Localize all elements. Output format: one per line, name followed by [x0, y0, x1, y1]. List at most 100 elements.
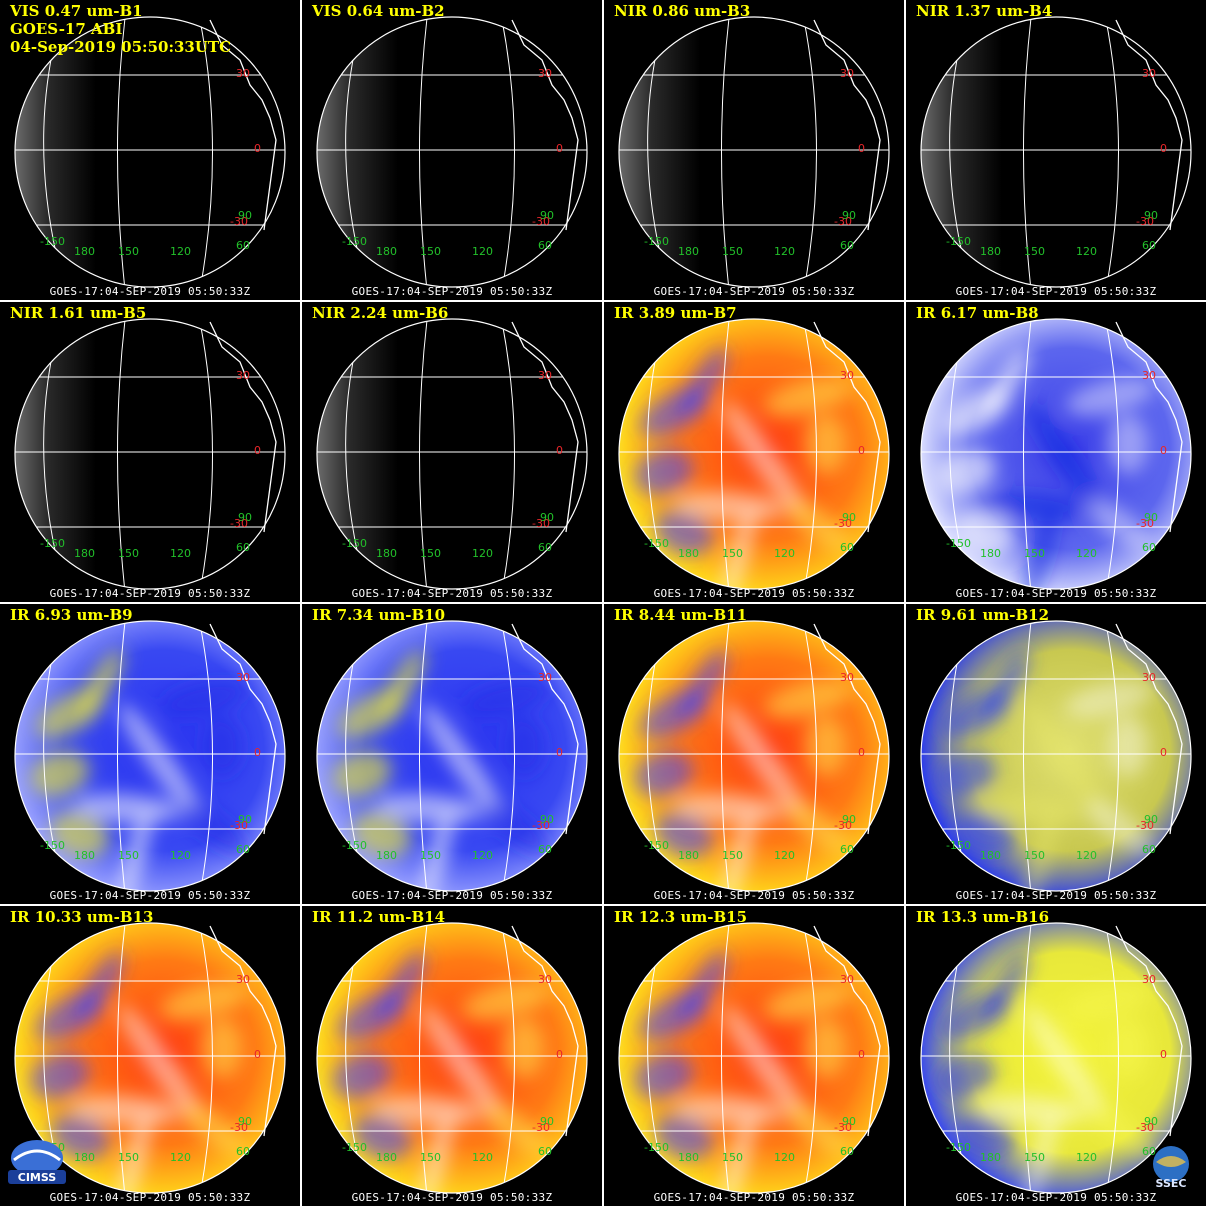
image-timestamp-footer: GOES-17:04-SEP-2019 05:50:33Z	[653, 889, 855, 902]
image-timestamp-footer: GOES-17:04-SEP-2019 05:50:33Z	[351, 1191, 553, 1204]
graticule	[619, 923, 889, 1193]
globe-image	[920, 16, 1192, 288]
longitude-label: -150	[40, 537, 65, 550]
globe-image	[618, 620, 890, 892]
graticule	[317, 319, 587, 589]
longitude-label: 60	[538, 843, 552, 856]
latitude-label: 30	[538, 67, 552, 80]
band-panel: IR 11.2 um-B14 30 0 -30 -150 180 150 120 60 90 GOE…	[302, 906, 602, 1206]
latitude-label: -30	[1136, 819, 1154, 832]
globe-image	[316, 922, 588, 1194]
longitude-label: 120	[170, 547, 191, 560]
longitude-label: 120	[774, 1151, 795, 1164]
latitude-label: 0	[254, 1048, 261, 1061]
longitude-label: 120	[472, 547, 493, 560]
latitude-label: 30	[840, 973, 854, 986]
longitude-label: 90	[842, 511, 856, 524]
band-title: IR 11.2 um-B14	[312, 908, 446, 926]
latitude-label: -30	[230, 215, 248, 228]
longitude-label: 150	[420, 547, 441, 560]
longitude-label: -150	[644, 1141, 669, 1154]
scan-time: 04-Sep-2019 05:50:33UTC	[10, 38, 232, 56]
longitude-label: 180	[74, 849, 95, 862]
band-title: IR 12.3 um-B15	[614, 908, 748, 926]
longitude-label: -150	[342, 537, 367, 550]
graticule	[15, 17, 285, 287]
latitude-label: 30	[1142, 67, 1156, 80]
longitude-label: 180	[678, 849, 699, 862]
latitude-label: -30	[532, 517, 550, 530]
band-panel: IR 3.89 um-B7 30 0 -30 -150 180 150 120 60 90 GOES…	[604, 302, 904, 602]
globe-image	[618, 922, 890, 1194]
image-timestamp-footer: GOES-17:04-SEP-2019 05:50:33Z	[955, 1191, 1157, 1204]
coastline	[813, 19, 881, 231]
latitude-label: -30	[230, 819, 248, 832]
image-timestamp-footer: GOES-17:04-SEP-2019 05:50:33Z	[351, 285, 553, 298]
longitude-label: 90	[842, 813, 856, 826]
longitude-label: -150	[342, 839, 367, 852]
longitude-label: 150	[1024, 1151, 1045, 1164]
longitude-label: 150	[722, 547, 743, 560]
longitude-label: 150	[118, 245, 139, 258]
longitude-label: 60	[538, 541, 552, 554]
ssec-logo: SSEC	[1140, 1142, 1202, 1192]
latitude-label: 30	[840, 67, 854, 80]
image-timestamp-footer: GOES-17:04-SEP-2019 05:50:33Z	[351, 587, 553, 600]
latitude-label: 0	[254, 142, 261, 155]
latitude-label: 0	[858, 1048, 865, 1061]
earth-disk	[317, 319, 587, 589]
latitude-label: 0	[1160, 142, 1167, 155]
band-panel: VIS 0.64 um-B2 30 0 -30 -150 180 150 120 60 90 GOE…	[302, 0, 602, 300]
longitude-label: 180	[678, 245, 699, 258]
globe-image	[14, 16, 286, 288]
latitude-label: -30	[1136, 1121, 1154, 1134]
band-panel: IR 9.61 um-B12 30 0 -30 -150 180 150 120 60 90 GOE…	[906, 604, 1206, 904]
graticule	[619, 319, 889, 589]
longitude-label: 180	[74, 245, 95, 258]
image-timestamp-footer: GOES-17:04-SEP-2019 05:50:33Z	[955, 587, 1157, 600]
longitude-label: 120	[472, 245, 493, 258]
graticule	[15, 319, 285, 589]
coastline	[511, 321, 579, 533]
coastline	[209, 19, 277, 231]
longitude-label: 90	[238, 1115, 252, 1128]
band-title: NIR 1.37 um-B4	[916, 2, 1053, 20]
longitude-label: 180	[980, 1151, 1001, 1164]
graticule	[921, 923, 1191, 1193]
band-panel: NIR 2.24 um-B6 30 0 -30 -150 180 150 120 60 90 GOE…	[302, 302, 602, 602]
latitude-label: 0	[858, 746, 865, 759]
longitude-label: -150	[644, 537, 669, 550]
longitude-label: 90	[540, 511, 554, 524]
longitude-label: 60	[1142, 239, 1156, 252]
band-title: IR 7.34 um-B10	[312, 606, 446, 624]
latitude-label: 30	[840, 671, 854, 684]
coastline	[1115, 623, 1183, 835]
globe-image	[618, 16, 890, 288]
latitude-label: 0	[556, 1048, 563, 1061]
band-title: IR 6.17 um-B8	[916, 304, 1039, 322]
band-title: IR 3.89 um-B7	[614, 304, 737, 322]
longitude-label: 150	[1024, 547, 1045, 560]
latitude-label: 30	[236, 369, 250, 382]
longitude-label: 90	[1144, 813, 1158, 826]
longitude-label: 180	[980, 849, 1001, 862]
coastline	[209, 925, 277, 1137]
coastline	[209, 321, 277, 533]
longitude-label: 60	[538, 239, 552, 252]
band-title: IR 13.3 um-B16	[916, 908, 1050, 926]
coastline	[1115, 321, 1183, 533]
latitude-label: -30	[834, 215, 852, 228]
longitude-label: -150	[644, 235, 669, 248]
longitude-label: 120	[1076, 547, 1097, 560]
graticule	[317, 17, 587, 287]
latitude-label: 30	[538, 973, 552, 986]
band-title: NIR 0.86 um-B3	[614, 2, 751, 20]
latitude-label: 30	[538, 369, 552, 382]
longitude-label: 150	[118, 547, 139, 560]
longitude-label: 120	[774, 547, 795, 560]
image-timestamp-footer: GOES-17:04-SEP-2019 05:50:33Z	[653, 1191, 855, 1204]
longitude-label: 60	[236, 541, 250, 554]
band-panel: NIR 1.37 um-B4 30 0 -30 -150 180 150 120 60 90 GOE…	[906, 0, 1206, 300]
longitude-label: -150	[946, 537, 971, 550]
